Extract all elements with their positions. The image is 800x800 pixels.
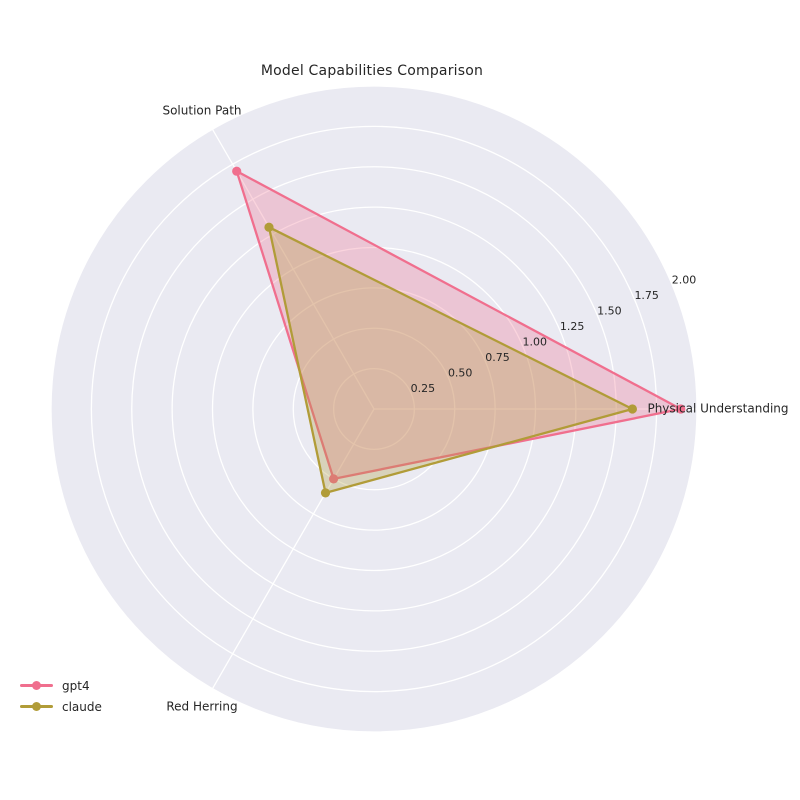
theta-gridline <box>211 408 375 690</box>
category-label: Red Herring <box>166 699 237 713</box>
r-tick-label: 1.25 <box>560 320 585 333</box>
series-claude-marker <box>264 222 274 232</box>
legend-label: claude <box>62 699 102 714</box>
legend-label: gpt4 <box>62 678 90 693</box>
series-claude-marker <box>627 404 638 414</box>
series-claude-polygon <box>267 226 634 495</box>
legend-item-gpt4: gpt4 <box>20 675 102 696</box>
r-tick-label: 1.00 <box>523 335 548 348</box>
theta-gridline <box>211 128 375 410</box>
r-tick-label: 0.25 <box>411 382 436 395</box>
r-tick-label: 2.00 <box>672 274 697 287</box>
legend-item-claude: claude <box>20 696 102 717</box>
chart-title: Model Capabilities Comparison <box>260 63 484 79</box>
series-gpt4-marker <box>676 404 686 414</box>
legend: gpt4 claude <box>20 675 102 717</box>
legend-marker-dot <box>32 702 41 711</box>
legend-line-marker <box>20 702 53 711</box>
series-gpt4-marker <box>329 474 339 484</box>
legend-marker-dot <box>32 681 41 690</box>
category-label: Solution Path <box>162 104 241 118</box>
r-tick-label: 1.75 <box>634 289 659 302</box>
r-tick-label: 0.75 <box>485 351 510 364</box>
r-tick-label: 1.50 <box>597 305 622 318</box>
category-label: Physical Understanding <box>647 402 788 416</box>
legend-line-marker <box>20 681 53 690</box>
series-claude-marker <box>320 488 331 498</box>
r-tick-label: 0.50 <box>448 366 473 379</box>
series-gpt4-marker <box>232 166 242 176</box>
